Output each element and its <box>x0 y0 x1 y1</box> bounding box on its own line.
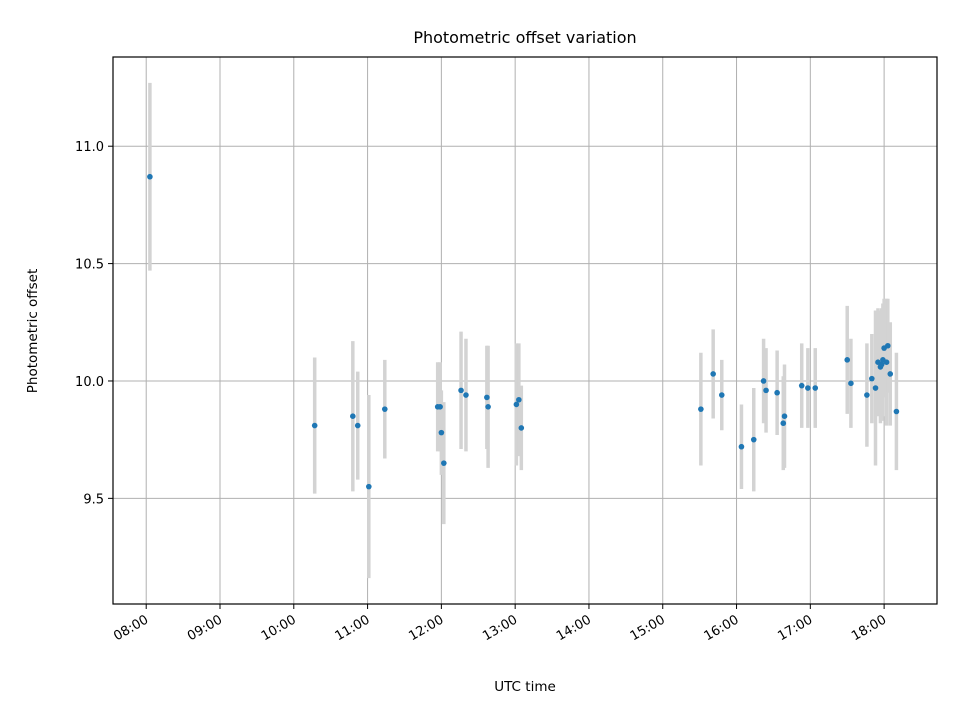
x-tick-label: 15:00 <box>628 612 668 644</box>
y-tick-label: 10.0 <box>75 375 104 390</box>
y-tick-label: 10.5 <box>75 258 104 273</box>
data-point <box>750 436 757 443</box>
data-point <box>698 406 704 412</box>
data-point <box>518 425 525 431</box>
data-point <box>869 375 875 382</box>
x-tick-label: 16:00 <box>702 612 742 644</box>
data-point <box>872 385 879 391</box>
data-point <box>437 403 443 410</box>
x-tick-label: 18:00 <box>849 612 889 644</box>
data-point <box>484 394 490 401</box>
data-point <box>883 359 890 365</box>
data-point <box>774 389 780 396</box>
x-axis-label: UTC time <box>494 679 556 695</box>
data-point <box>354 422 361 429</box>
data-point <box>805 385 811 391</box>
data-point <box>848 380 854 387</box>
gridlines <box>113 57 937 604</box>
data-point <box>864 392 870 398</box>
y-axis-label: Photometric offset <box>25 269 41 393</box>
data-point <box>710 371 716 377</box>
x-tick-label: 13:00 <box>480 612 520 644</box>
data-point <box>844 357 851 363</box>
data-point <box>780 420 787 427</box>
data-point <box>438 429 445 436</box>
data-point <box>311 422 318 429</box>
data-point <box>485 403 491 410</box>
data-point <box>760 378 767 384</box>
y-tick-label: 11.0 <box>75 140 104 155</box>
data-point <box>366 483 372 490</box>
data-point <box>885 342 891 349</box>
data-point <box>513 401 520 408</box>
data-point <box>878 361 885 368</box>
data-point <box>441 460 447 466</box>
error-bars <box>148 82 899 579</box>
data-point <box>516 396 522 403</box>
plot-frame <box>112 56 938 605</box>
data-point <box>381 406 388 412</box>
data-point <box>763 387 769 394</box>
data-point <box>350 413 356 419</box>
data-point <box>812 385 819 391</box>
x-tick-label: 11:00 <box>333 612 373 644</box>
x-tick-label: 09:00 <box>185 612 225 644</box>
data-point <box>458 387 464 394</box>
data-point <box>738 443 745 450</box>
data-point <box>893 408 900 415</box>
data-point <box>887 371 894 377</box>
data-point <box>798 382 805 389</box>
data-point <box>147 173 153 180</box>
x-tick-label: 17:00 <box>775 612 815 644</box>
data-point <box>463 392 469 398</box>
data-point <box>781 413 788 419</box>
x-tick-label: 12:00 <box>406 612 446 644</box>
x-tick-label: 14:00 <box>554 612 594 644</box>
data-point <box>718 392 725 398</box>
y-tick-label: 9.5 <box>83 492 104 507</box>
chart-title: Photometric offset variation <box>413 28 636 47</box>
data-points <box>147 173 900 490</box>
x-tick-label: 10:00 <box>259 612 299 644</box>
x-tick-label: 08:00 <box>111 612 151 644</box>
